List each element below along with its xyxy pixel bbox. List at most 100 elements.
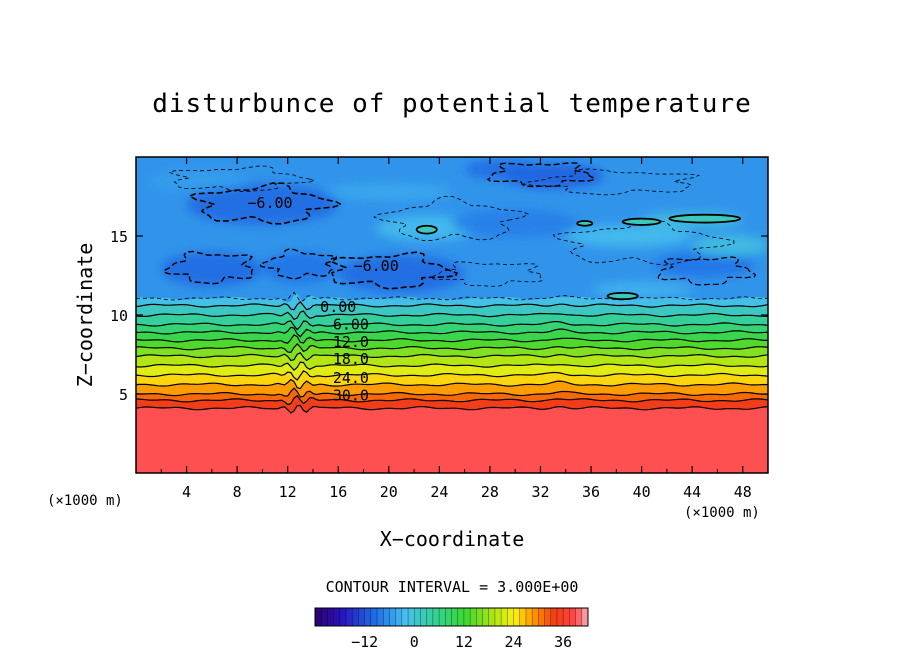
dashed-contour-neg3 — [136, 291, 768, 303]
patch-10 — [692, 234, 768, 257]
x-unit-right: (×1000 m) — [684, 505, 760, 521]
dashed-contour-10 — [522, 168, 701, 196]
colorbar-tick-0: −12 — [351, 633, 378, 651]
patch-8 — [565, 224, 693, 248]
dashed-contour-5 — [373, 195, 530, 242]
positive-island-4 — [606, 291, 639, 301]
colorbar-cell-13 — [395, 608, 403, 626]
contour-label-5: 18.0 — [333, 350, 369, 368]
x-axis: 4 8 12 16 20 24 28 32 36 40 44 48 — [160, 157, 752, 501]
patch-0 — [186, 183, 339, 225]
band-30 — [136, 388, 768, 405]
colorbar-cell-38 — [550, 608, 558, 626]
colorbar-cell-11 — [383, 608, 390, 626]
y-axis: 5 10 15 — [110, 228, 768, 404]
colorbar-cell-43 — [581, 608, 589, 626]
x-tick-label-40: 40 — [633, 483, 651, 501]
contour-label-4: 12.0 — [333, 333, 369, 351]
colorbar-cell-1 — [321, 608, 328, 626]
positive-island-3 — [668, 213, 742, 224]
colorbar-cell-36 — [538, 608, 545, 626]
colorbar-cell-37 — [544, 608, 552, 626]
dashed-contour-1 — [330, 251, 459, 290]
colorbar-tick-2: 12 — [455, 633, 473, 651]
colorbar-cell-26 — [476, 608, 483, 626]
x-tick-label-32: 32 — [531, 483, 549, 501]
colorbar-cell-4 — [339, 608, 347, 626]
colorbar-cell-32 — [513, 608, 521, 626]
x-tick-label-8: 8 — [233, 483, 242, 501]
filled-contour-bands — [136, 157, 768, 473]
dashed-contour-3 — [162, 250, 254, 285]
colorbar-cell-29 — [494, 608, 502, 626]
colorbar-cell-5 — [346, 608, 353, 626]
dashed-contour-0 — [187, 182, 343, 225]
colorbar-cell-10 — [377, 608, 384, 626]
colorbar-cell-30 — [501, 608, 508, 626]
positive-island-2 — [621, 217, 662, 226]
band-27 — [136, 379, 768, 397]
band-33 — [136, 395, 768, 413]
colorbar-cell-18 — [426, 608, 434, 626]
y-axis-label: Z−coordinate — [73, 243, 97, 388]
contour-24 — [136, 370, 768, 381]
x-tick-label-48: 48 — [734, 483, 752, 501]
contour-label-2: 0.00 — [320, 298, 356, 316]
contour-21 — [136, 361, 768, 372]
contour-label-0: −6.00 — [247, 194, 292, 212]
contour-27 — [136, 378, 768, 390]
colorbar-cell-41 — [569, 608, 576, 626]
band-21 — [136, 362, 768, 380]
colorbar-cell-9 — [370, 608, 378, 626]
contour-label-1: −6.00 — [354, 257, 399, 275]
x-unit-left: (×1000 m) — [47, 493, 123, 509]
colorbar-cell-0 — [315, 608, 322, 626]
band-neg-1 — [136, 293, 768, 310]
contour-12 — [136, 334, 768, 344]
colorbar-cell-3 — [333, 608, 341, 626]
colorbar-tick-4: 36 — [554, 633, 572, 651]
x-tick-label-36: 36 — [582, 483, 600, 501]
band-36 — [136, 405, 768, 473]
contour-interval-text: CONTOUR INTERVAL = 3.000E+00 — [326, 578, 579, 596]
x-tick-label-28: 28 — [481, 483, 499, 501]
x-tick-label-20: 20 — [380, 483, 398, 501]
x-axis-label: X−coordinate — [380, 527, 525, 551]
plot-area — [136, 157, 768, 473]
band-6 — [136, 320, 768, 337]
contour-label-6: 24.0 — [333, 369, 369, 387]
band-18 — [136, 352, 768, 371]
contour-36 — [136, 404, 768, 414]
contour-9 — [136, 326, 768, 338]
colorbar-cell-27 — [482, 608, 490, 626]
colorbar-cell-12 — [389, 608, 396, 626]
negative-contour-lines — [136, 162, 768, 303]
colorbar-cell-21 — [445, 608, 452, 626]
colorbar-cell-20 — [439, 608, 446, 626]
colorbar-cell-7 — [358, 608, 365, 626]
contour-lines — [136, 301, 768, 414]
colorbar-cell-33 — [519, 608, 527, 626]
colorbar-cell-19 — [432, 608, 440, 626]
positive-island-0 — [415, 224, 438, 235]
dashed-contour-6 — [552, 219, 735, 266]
patch-13 — [148, 171, 250, 191]
colorbar-cell-40 — [563, 608, 570, 626]
x-tick-label-12: 12 — [279, 483, 297, 501]
colorbar-cell-22 — [451, 608, 458, 626]
colorbar-ticks: −12 0 12 24 36 — [351, 633, 572, 651]
colorbar-cell-23 — [457, 608, 465, 626]
contour-label-7: 30.0 — [333, 387, 369, 405]
colorbar-frame — [314, 607, 589, 627]
contour-30 — [136, 387, 768, 398]
colorbar-cell-14 — [401, 608, 409, 626]
colorbar-cell-16 — [414, 608, 421, 626]
contour-label-3: 6.00 — [333, 315, 369, 333]
colorbar-cell-2 — [327, 608, 334, 626]
contour-18 — [136, 352, 768, 362]
colorbar-tick-3: 24 — [505, 633, 523, 651]
x-tick-label-24: 24 — [430, 483, 448, 501]
